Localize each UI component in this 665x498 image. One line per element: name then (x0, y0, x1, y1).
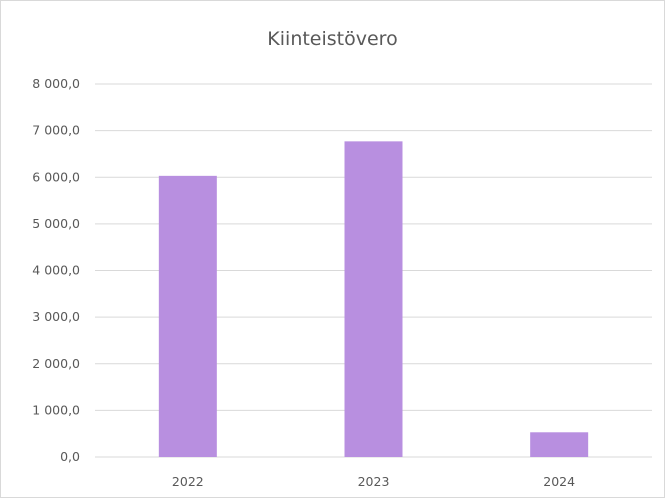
bar-series (158, 141, 589, 457)
y-tick-label: 5 000,0 (32, 216, 80, 231)
y-tick-label: 1 000,0 (32, 402, 80, 417)
x-tick-label: 2024 (543, 474, 575, 489)
x-axis-tick-labels: 2022 2023 2024 (172, 474, 575, 489)
y-axis-tick-labels: 0,0 1 000,0 2 000,0 3 000,0 4 000,0 5 000,0 6 … (32, 76, 80, 464)
y-tick-label: 0,0 (60, 449, 80, 464)
bar (530, 432, 589, 457)
x-tick-label: 2023 (358, 474, 390, 489)
bar (158, 175, 217, 457)
y-tick-label: 7 000,0 (32, 123, 80, 138)
y-tick-label: 6 000,0 (32, 169, 80, 184)
chart-title: Kiinteistövero (267, 28, 398, 50)
y-tick-label: 8 000,0 (32, 76, 80, 91)
y-tick-label: 4 000,0 (32, 263, 80, 278)
y-tick-label: 3 000,0 (32, 309, 80, 324)
x-tick-label: 2022 (172, 474, 204, 489)
bar (344, 141, 403, 457)
y-tick-label: 2 000,0 (32, 356, 80, 371)
